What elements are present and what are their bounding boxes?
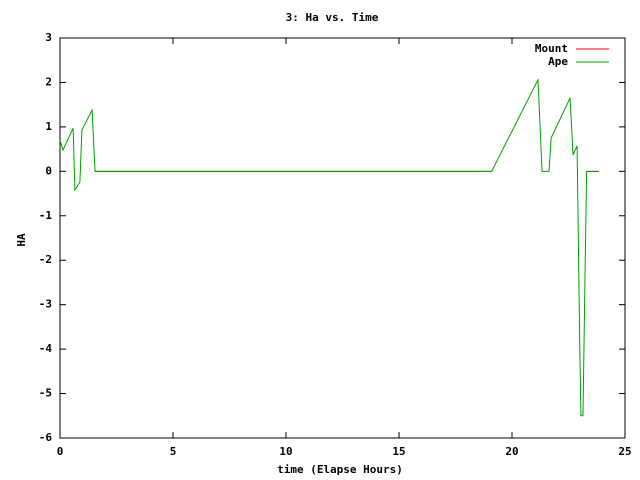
series-line (59, 77, 600, 417)
y-tick-label: -2 (39, 253, 52, 266)
y-tick-label: -1 (39, 209, 53, 222)
plot-frame (59, 37, 626, 439)
x-tick-label: 10 (279, 445, 292, 458)
x-tick-label: 15 (392, 445, 405, 458)
x-axis-label: time (Elapse Hours) (277, 463, 403, 476)
y-axis-label: HA (15, 233, 28, 247)
y-tick-label: -3 (39, 298, 52, 311)
x-tick-label: 0 (57, 445, 64, 458)
legend-label: Mount (535, 42, 568, 55)
x-tick-label: 25 (618, 445, 631, 458)
legend-label: Ape (548, 55, 568, 68)
y-tick-label: 1 (45, 120, 52, 133)
chart-title: 3: Ha vs. Time (286, 11, 379, 24)
y-tick-label: -5 (39, 387, 52, 400)
y-tick-label: 0 (45, 164, 52, 177)
y-tick-label: -6 (39, 431, 53, 444)
y-tick-label: -4 (39, 342, 53, 355)
y-tick-label: 2 (45, 75, 52, 88)
x-tick-label: 5 (170, 445, 177, 458)
y-tick-label: 3 (45, 31, 52, 44)
x-tick-label: 20 (505, 445, 518, 458)
